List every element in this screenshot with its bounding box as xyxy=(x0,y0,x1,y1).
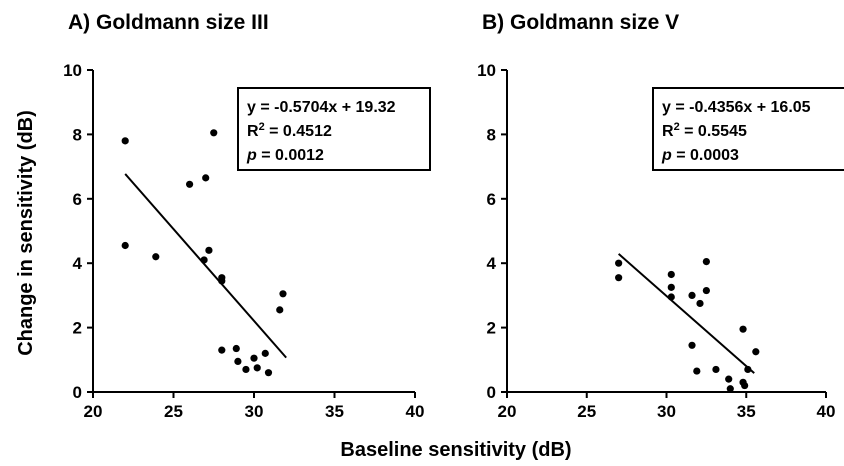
panel-b-p-value: p = 0.0003 xyxy=(661,147,739,164)
panel-b-r-squared: R2 = 0.5545 xyxy=(662,121,747,140)
panel-a-data-point-10 xyxy=(218,346,226,354)
panel-b-data-point-18 xyxy=(752,348,760,356)
panel-a-x-tick-label: 40 xyxy=(406,402,425,421)
panel-a-x-tick-label: 25 xyxy=(164,402,183,421)
panel-a-x-tick-label: 30 xyxy=(245,402,264,421)
panel-b-y-tick-label: 10 xyxy=(477,61,496,80)
panel-a-data-point-9 xyxy=(218,277,226,285)
panel-b-equation-line: y = -0.4356x + 16.05 xyxy=(662,99,811,116)
panel-b-y-tick-label: 8 xyxy=(487,125,496,144)
panel-b-y-tick-label: 6 xyxy=(487,190,496,209)
panel-b-points xyxy=(615,257,760,393)
panel-b-data-point-7 xyxy=(693,367,701,375)
panel-b-ticks: 20 25 30 35 40 0 2 4 6 8 10 xyxy=(477,61,835,421)
panel-b-data-point-3 xyxy=(667,283,675,291)
panel-a-data-point-2 xyxy=(152,253,160,261)
panel-b-data-point-12 xyxy=(725,375,733,383)
panel-b-data-point-5 xyxy=(688,291,696,299)
panel-a-data-point-19 xyxy=(279,290,287,298)
panel-a-p-value: p = 0.0012 xyxy=(246,147,324,164)
panel-a-y-tick-label: 4 xyxy=(73,254,83,273)
panel-b-data-point-2 xyxy=(667,270,675,279)
panel-a-data-point-1 xyxy=(121,241,129,250)
panel-a-data-point-12 xyxy=(234,357,242,366)
panel-b-data-point-14 xyxy=(739,325,747,333)
panel-a-data-point-3 xyxy=(186,180,194,188)
panel-a-y-tick-label: 0 xyxy=(73,383,82,402)
panel-a-data-point-16 xyxy=(261,349,269,357)
panel-b-data-point-9 xyxy=(702,257,710,266)
panel-a-y-tick-label: 2 xyxy=(73,319,82,338)
panel-a-y-tick-label: 6 xyxy=(73,190,82,209)
panel-a-ticks: 20 25 30 35 40 0 2 4 6 8 10 xyxy=(63,61,424,421)
panel-b-data-point-1 xyxy=(615,274,623,282)
panel-a-data-point-4 xyxy=(200,256,208,264)
panel-a-x-tick-label: 20 xyxy=(84,402,103,421)
panel-a-y-tick-label: 8 xyxy=(73,125,82,144)
panel-b-data-point-11 xyxy=(712,365,720,374)
panel-b-equation-frame xyxy=(652,87,844,171)
panel-a-data-point-17 xyxy=(264,369,273,377)
panel-b-x-tick-label: 20 xyxy=(498,402,517,421)
panel-a: A) Goldmann size III 20 25 30 35 40 0 2 4 6 8 10 y… xyxy=(63,11,431,421)
panel-a-data-point-5 xyxy=(202,174,210,182)
panel-b-data-point-17 xyxy=(744,365,752,374)
panel-b-data-point-10 xyxy=(702,286,710,295)
panel-a-data-point-18 xyxy=(276,306,284,314)
panel-b-data-point-4 xyxy=(667,293,675,301)
panel-a-points xyxy=(121,129,287,377)
panel-b-x-tick-label: 30 xyxy=(657,402,676,421)
y-axis-title: Change in sensitivity (dB) xyxy=(15,110,37,356)
panel-b-y-tick-label: 2 xyxy=(487,319,496,338)
panel-b-data-point-13 xyxy=(726,385,734,393)
panel-a-data-point-6 xyxy=(205,246,213,254)
panel-b-x-tick-label: 40 xyxy=(817,402,836,421)
panel-a-equation-line: y = -0.5704x + 19.32 xyxy=(247,99,396,116)
panel-a-data-point-11 xyxy=(232,344,240,353)
panel-b-title: B) Goldmann size V xyxy=(482,11,679,34)
panel-b-y-tick-label: 4 xyxy=(487,254,497,273)
panel-a-title: A) Goldmann size III xyxy=(68,11,269,34)
panel-a-data-point-15 xyxy=(253,364,261,372)
panel-b-data-point-16 xyxy=(741,381,749,390)
panel-a-equation-frame xyxy=(237,87,431,171)
panel-a-regression-line xyxy=(124,173,287,359)
panel-b-x-tick-label: 35 xyxy=(737,402,756,421)
panel-b-equation-box: y = -0.4356x + 16.05 R2 = 0.5545 p = 0.0… xyxy=(652,87,844,171)
panel-a-data-point-0 xyxy=(121,137,129,145)
panel-b-data-point-8 xyxy=(696,299,704,308)
panel-a-equation-box: y = -0.5704x + 19.32 R2 = 0.4512 p = 0.0… xyxy=(237,87,431,171)
x-axis-title: Baseline sensitivity (dB) xyxy=(340,439,571,461)
panel-a-y-tick-label: 10 xyxy=(63,61,82,80)
panel-a-data-point-13 xyxy=(242,365,250,374)
panel-a-data-point-14 xyxy=(250,354,258,362)
panel-b-y-tick-label: 0 xyxy=(487,383,496,402)
panel-a-x-tick-label: 35 xyxy=(325,402,344,421)
panel-b-data-point-6 xyxy=(688,341,696,349)
panel-b: B) Goldmann size V 20 25 30 35 40 0 2 4 6 8 10 y =… xyxy=(477,11,844,421)
panel-b-x-tick-label: 25 xyxy=(577,402,596,421)
panel-a-r-squared: R2 = 0.4512 xyxy=(247,121,332,140)
panel-b-data-point-0 xyxy=(615,259,623,267)
panel-a-data-point-7 xyxy=(210,129,218,137)
panel-b-regression-line xyxy=(617,253,755,374)
